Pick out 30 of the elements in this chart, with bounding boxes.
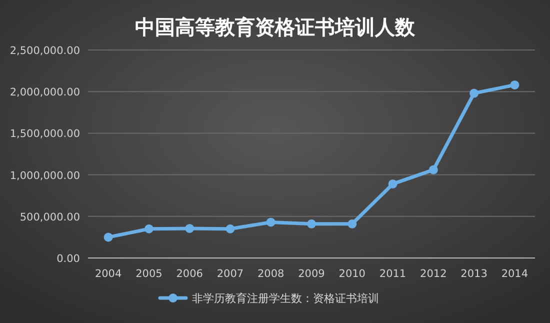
x-tick-label: 2011	[379, 268, 406, 280]
point	[510, 80, 520, 90]
point	[144, 224, 154, 234]
point	[428, 165, 438, 174]
chart-title: 中国高等教育资格证书培训人数	[135, 15, 416, 39]
x-tick-label: 2014	[501, 268, 528, 280]
x-tick-label: 2004	[94, 268, 122, 280]
y-tick-label: 0.00	[56, 253, 80, 265]
y-tick-label: 2,000,000.00	[10, 86, 80, 99]
point	[307, 219, 316, 228]
x-tick-label: 2008	[257, 268, 284, 280]
y-tick-label: 1,500,000.00	[10, 128, 80, 140]
x-tick-label: 2009	[298, 268, 325, 280]
x-tick-label: 2010	[338, 268, 366, 280]
x-tick-label: 2012	[420, 268, 447, 280]
point	[266, 218, 276, 227]
point	[388, 179, 398, 188]
legend-label: 非学历教育注册学生数：资格证书培训	[192, 292, 379, 305]
point	[470, 88, 479, 98]
y-tick-label: 1,000,000.00	[10, 170, 80, 182]
x-tick-label: 2006	[176, 268, 204, 280]
y-tick-label: 2,500,000.00	[10, 45, 80, 57]
x-tick-label: 2007	[216, 268, 244, 280]
point	[226, 224, 235, 234]
x-tick-label: 2005	[136, 268, 162, 280]
point	[104, 232, 113, 242]
point	[348, 219, 357, 228]
y-tick-label: 500,000.00	[20, 211, 80, 224]
x-tick-label: 2013	[460, 268, 488, 280]
point	[185, 224, 194, 233]
